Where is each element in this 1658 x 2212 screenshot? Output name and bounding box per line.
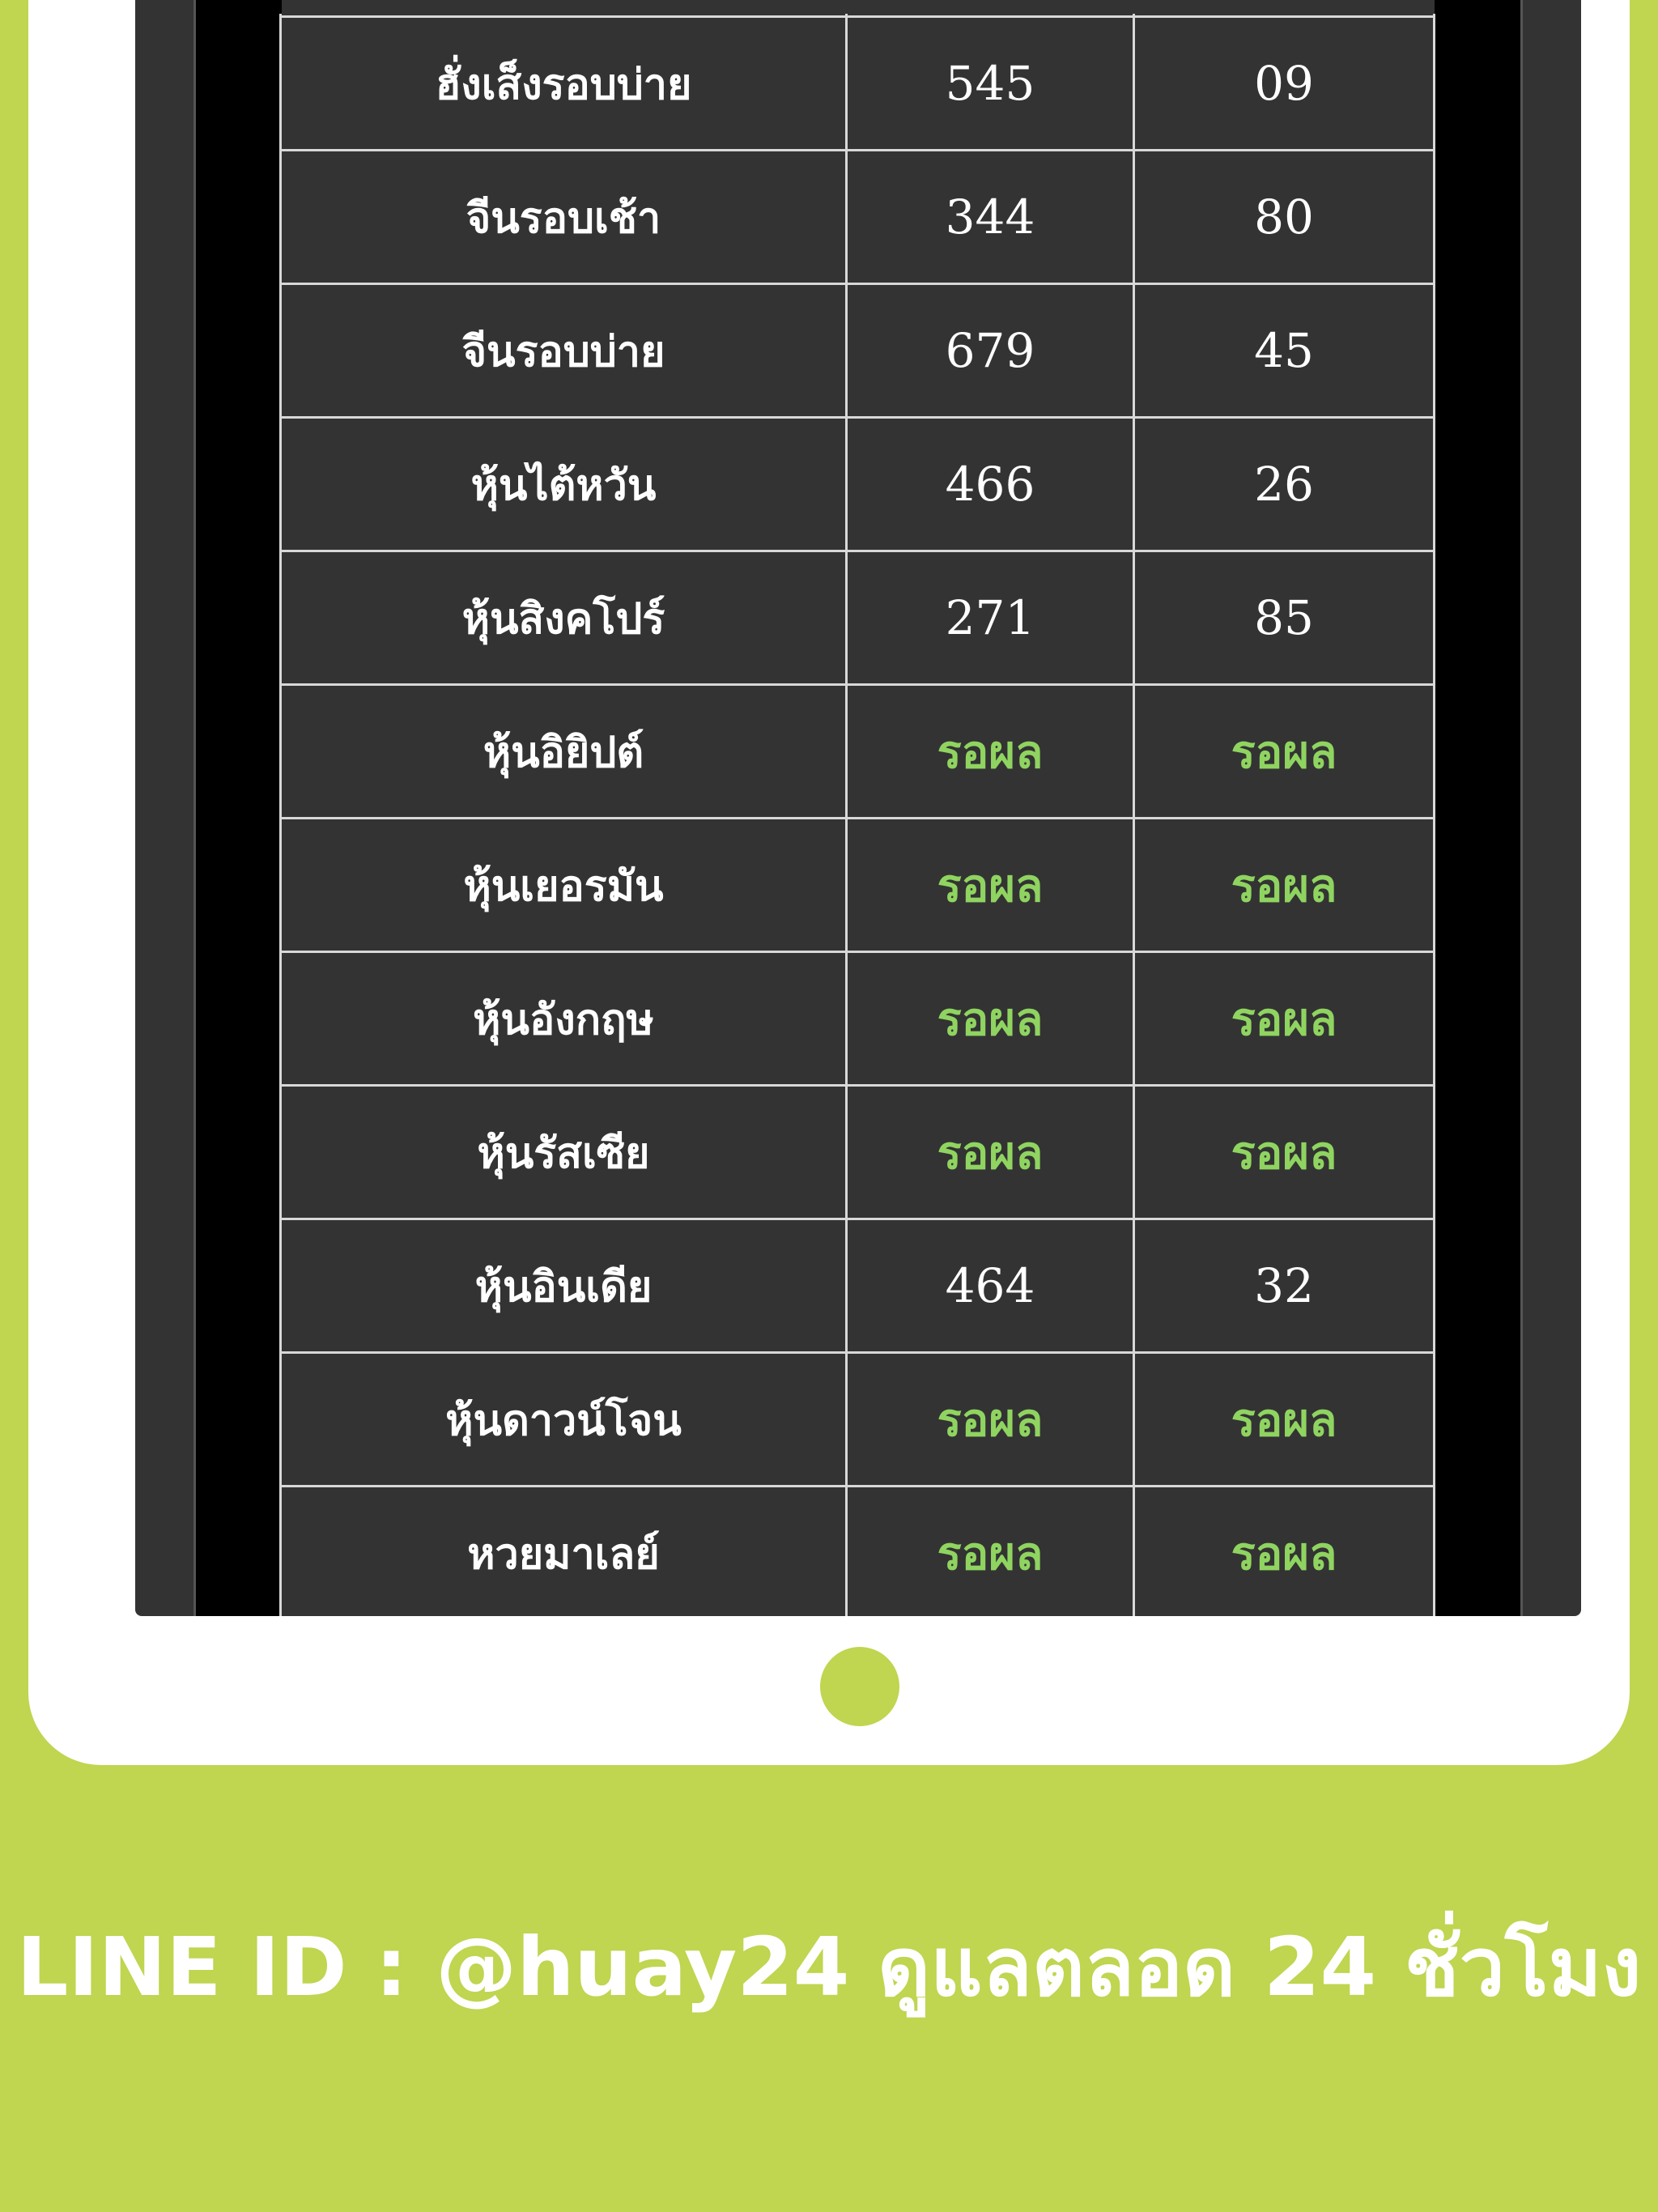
lottery-name: ฮั่งเส็งรอบบ่าย [279,15,848,151]
lottery-name: หุ้นอินเดีย [279,1218,848,1354]
table-row: จีนรอบเช้า 344 80 [279,149,1435,285]
table-row: หุ้นอินเดีย 464 32 [279,1218,1435,1354]
three-digit-result: รอผล [845,1084,1135,1220]
two-digit-result: รอผล [1133,1351,1435,1487]
two-digit-result: รอผล [1133,817,1435,953]
results-table: ฮั่งเส็งรอบบ่าย 545 09 จีนรอบเช้า 344 80 จีนรอ… [279,14,1435,1616]
lottery-name: หุ้นดาวน์โจน [279,1351,848,1487]
lottery-name: หุ้นสิงคโปร์ [279,550,848,686]
line-id-footer: LINE ID : @huay24 ดูแลตลอด 24 ชั่วโมง [16,1920,1642,2014]
left-border-band [193,0,282,1616]
two-digit-result: รอผล [1133,1084,1435,1220]
three-digit-result: รอผล [845,817,1135,953]
three-digit-result: 464 [845,1218,1135,1354]
three-digit-result: รอผล [845,683,1135,819]
table-row: หุ้นเยอรมัน รอผล รอผล [279,817,1435,953]
lottery-name: หุ้นเยอรมัน [279,817,848,953]
table-row: หุ้นอิยิปต์ รอผล รอผล [279,683,1435,819]
two-digit-result: 26 [1133,416,1435,552]
table-row: ฮั่งเส็งรอบบ่าย 545 09 [279,15,1435,151]
three-digit-result: รอผล [845,951,1135,1087]
lottery-name: หวยมาเลย์ [279,1485,848,1616]
three-digit-result: 271 [845,550,1135,686]
tablet-frame: ฮั่งเส็งรอบบ่าย 545 09 จีนรอบเช้า 344 80 จีนรอ… [28,0,1630,1765]
two-digit-result: 85 [1133,550,1435,686]
two-digit-result: 80 [1133,149,1435,285]
table-row: หุ้นอังกฤษ รอผล รอผล [279,951,1435,1087]
three-digit-result: 344 [845,149,1135,285]
table-row-partial [279,14,1435,18]
table-row: หุ้นรัสเซีย รอผล รอผล [279,1084,1435,1220]
three-digit-result: 466 [845,416,1135,552]
three-digit-result: รอผล [845,1351,1135,1487]
two-digit-result: 32 [1133,1218,1435,1354]
tablet-screen: ฮั่งเส็งรอบบ่าย 545 09 จีนรอบเช้า 344 80 จีนรอ… [135,0,1581,1616]
table-row: หุ้นดาวน์โจน รอผล รอผล [279,1351,1435,1487]
right-border-band [1435,0,1523,1616]
lottery-name: จีนรอบเช้า [279,149,848,285]
lottery-name: จีนรอบบ่าย [279,283,848,419]
lottery-name: หุ้นอิยิปต์ [279,683,848,819]
two-digit-result: รอผล [1133,951,1435,1087]
home-button[interactable] [820,1647,899,1726]
lottery-name: หุ้นไต้หวัน [279,416,848,552]
lottery-name: หุ้นรัสเซีย [279,1084,848,1220]
three-digit-result: รอผล [845,1485,1135,1616]
three-digit-result: 545 [845,15,1135,151]
lottery-name: หุ้นอังกฤษ [279,951,848,1087]
two-digit-result: รอผล [1133,683,1435,819]
table-row: จีนรอบบ่าย 679 45 [279,283,1435,419]
table-row: หุ้นไต้หวัน 466 26 [279,416,1435,552]
two-digit-result: 45 [1133,283,1435,419]
two-digit-result: รอผล [1133,1485,1435,1616]
table-row: หุ้นสิงคโปร์ 271 85 [279,550,1435,686]
three-digit-result: 679 [845,283,1135,419]
two-digit-result: 09 [1133,15,1435,151]
table-row: หวยมาเลย์ รอผล รอผล [279,1485,1435,1616]
